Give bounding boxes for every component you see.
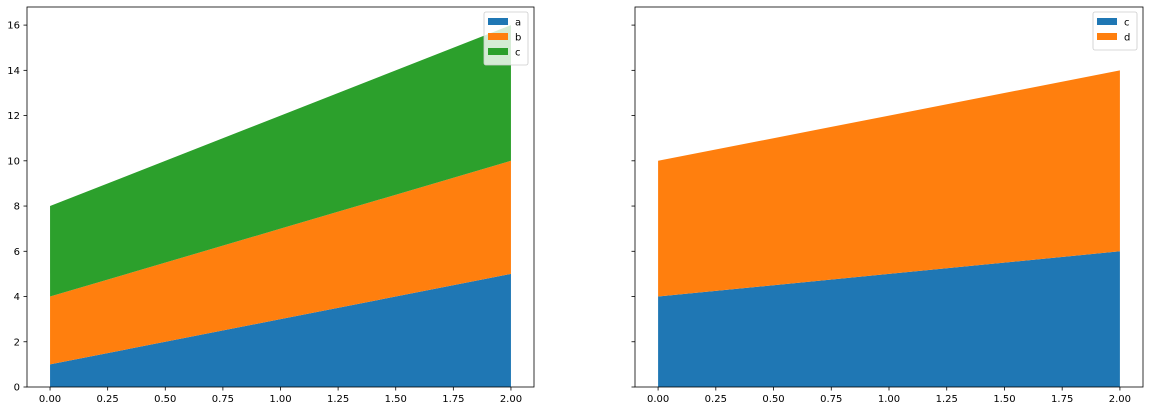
area-series-d [658, 70, 1120, 297]
x-tick-label: 0.25 [97, 394, 119, 405]
x-tick-label: 0.50 [154, 394, 176, 405]
legend-box [1092, 11, 1138, 51]
x-tick-label: 1.00 [878, 394, 900, 405]
area-series-b [50, 160, 511, 365]
x-tick-label: 0.75 [212, 394, 234, 405]
x-tick-label: 0.00 [39, 394, 61, 405]
x-tick-label: 0.00 [647, 394, 669, 405]
legend-swatch-a [488, 18, 508, 25]
y-tick-label: 12 [7, 111, 20, 122]
x-tick-label: 1.25 [327, 394, 349, 405]
y-tick-label: 14 [7, 66, 20, 77]
legend-swatch-b [488, 33, 508, 40]
x-tick-label: 1.25 [936, 394, 958, 405]
x-tick-label: 1.50 [385, 394, 407, 405]
x-tick-label: 1.00 [269, 394, 291, 405]
y-tick-label: 6 [14, 247, 20, 258]
area-series-a [50, 273, 511, 387]
left-stacked-area-chart: 0.00 0.25 0.50 0.75 1.00 1.25 1.50 1.75 2.00 0 2 4 6… [7, 6, 535, 405]
legend-label-c: c [515, 48, 521, 59]
legend-label-c: c [1124, 18, 1130, 29]
x-tick-label: 2.00 [1109, 394, 1131, 405]
y-tick-label: 10 [7, 156, 20, 167]
legend: cd [1092, 11, 1138, 51]
y-tick-label: 16 [7, 21, 20, 32]
right-stacked-area-chart: 0.00 0.25 0.50 0.75 1.00 1.25 1.50 1.75 2.00 cd [631, 6, 1144, 405]
x-tick-label: 1.75 [442, 394, 464, 405]
legend-label-a: a [515, 18, 521, 29]
x-tick-label: 0.75 [820, 394, 842, 405]
legend: abc [483, 11, 529, 66]
legend-swatch-d [1097, 33, 1117, 40]
x-tick-label: 1.50 [993, 394, 1015, 405]
x-tick-label: 1.75 [1051, 394, 1073, 405]
y-tick-label: 4 [14, 292, 20, 303]
area-series-c [658, 251, 1120, 387]
x-tick-label: 2.00 [500, 394, 522, 405]
area-series-c [50, 25, 511, 297]
legend-label-b: b [515, 33, 521, 44]
y-tick-label: 8 [14, 202, 20, 213]
legend-label-d: d [1124, 33, 1130, 44]
x-tick-label: 0.25 [705, 394, 727, 405]
legend-swatch-c [488, 48, 508, 55]
legend-swatch-c [1097, 18, 1117, 25]
y-tick-label: 2 [14, 337, 20, 348]
y-tick-label: 0 [14, 383, 20, 394]
x-tick-label: 0.50 [762, 394, 784, 405]
